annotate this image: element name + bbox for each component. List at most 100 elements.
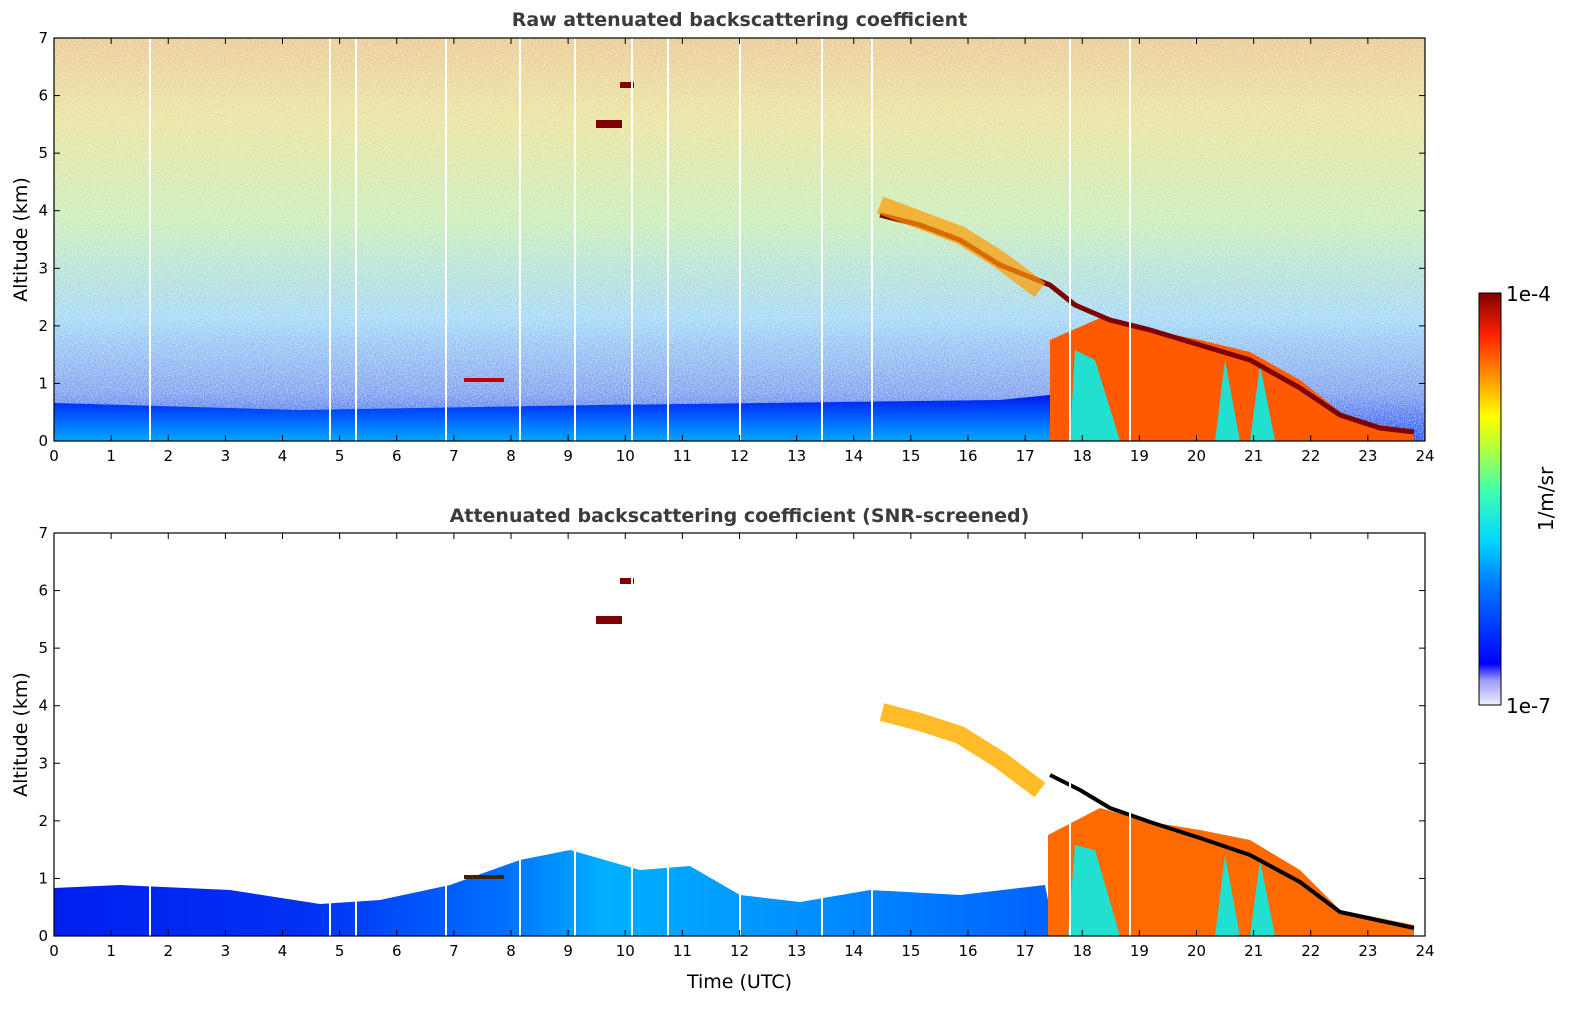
panel-1-elevated-aerosol-b <box>620 82 634 88</box>
x-tick-label: 6 <box>392 942 402 960</box>
x-tick-label: 15 <box>901 942 920 960</box>
x-tick-label: 16 <box>958 942 977 960</box>
x-tick-label: 11 <box>673 447 692 465</box>
panel-1-elevated-aerosol-a <box>596 120 622 128</box>
panel-2-elevated-aerosol-c <box>464 875 504 879</box>
x-tick-label: 17 <box>1016 447 1035 465</box>
y-tick-label: 4 <box>38 202 48 220</box>
panel-2-ticks: 0 1 2 3 4 5 6 7 8 9 10 11 12 13 14 15 16 17 18 19 20 21 22 23 24… <box>38 524 1434 960</box>
x-tick-label: 9 <box>563 942 573 960</box>
panel-2-boundary-layer <box>54 850 1055 936</box>
x-tick-label: 4 <box>278 447 288 465</box>
y-tick-label: 2 <box>38 317 48 335</box>
panel-2-cloud-wisps <box>879 703 1046 798</box>
panel-1-elevated-aerosol-c <box>464 378 504 382</box>
x-tick-label: 0 <box>49 447 59 465</box>
x-tick-label: 22 <box>1301 942 1320 960</box>
x-tick-label: 11 <box>673 942 692 960</box>
x-tick-label: 20 <box>1187 447 1206 465</box>
panel-2-elevated-aerosol-b <box>620 578 634 584</box>
x-tick-label: 21 <box>1244 942 1263 960</box>
panel-1-ylabel: Altitude (km) <box>10 177 32 302</box>
x-tick-label: 18 <box>1073 942 1092 960</box>
x-tick-label: 15 <box>901 447 920 465</box>
panel-screened: Attenuated backscattering coefficient (S… <box>10 505 1435 993</box>
x-tick-label: 3 <box>221 942 231 960</box>
x-tick-label: 23 <box>1358 447 1377 465</box>
panel-2-elevated-aerosol-a <box>596 616 622 624</box>
y-tick-label: 0 <box>38 432 48 450</box>
x-tick-label: 19 <box>1130 447 1149 465</box>
x-tick-label: 10 <box>616 942 635 960</box>
panel-2-title: Attenuated backscattering coefficient (S… <box>450 505 1030 527</box>
colorbar-min-label: 1e-7 <box>1506 694 1551 718</box>
colorbar: 1e-4 1e-7 1/m/sr <box>1478 282 1558 718</box>
x-tick-label: 18 <box>1073 447 1092 465</box>
y-tick-label: 6 <box>38 582 48 600</box>
panel-1-data-gaps <box>149 38 1131 441</box>
x-tick-label: 13 <box>787 942 806 960</box>
x-tick-label: 14 <box>844 942 863 960</box>
panel-1-title: Raw attenuated backscattering coefficien… <box>512 9 968 31</box>
panel-2-heatmap <box>54 533 1425 936</box>
x-tick-label: 9 <box>563 447 573 465</box>
panel-2-data-gaps <box>149 533 1131 936</box>
y-tick-label: 7 <box>38 29 48 47</box>
panel-2-ylabel: Altitude (km) <box>10 672 32 797</box>
x-tick-label: 2 <box>163 447 173 465</box>
panel-1-heatmap <box>54 38 1425 441</box>
x-tick-label: 22 <box>1301 447 1320 465</box>
colorbar-gradient <box>1478 292 1502 706</box>
panel-1-cloud-wisps <box>876 196 1046 298</box>
x-tick-label: 14 <box>844 447 863 465</box>
panel-1-ticks: 0 1 2 3 4 5 6 7 8 9 10 11 12 13 14 15 16 17 18 19 20 21 22 23 24… <box>38 29 1434 465</box>
x-tick-label: 5 <box>335 447 345 465</box>
x-tick-label: 17 <box>1016 942 1035 960</box>
x-tick-label: 24 <box>1415 942 1434 960</box>
colorbar-unit-label: 1/m/sr <box>1534 466 1558 531</box>
panel-raw: Raw attenuated backscattering coefficien… <box>10 9 1435 465</box>
y-tick-label: 2 <box>38 812 48 830</box>
x-tick-label: 13 <box>787 447 806 465</box>
x-tick-label: 5 <box>335 942 345 960</box>
x-tick-label: 21 <box>1244 447 1263 465</box>
x-tick-label: 19 <box>1130 942 1149 960</box>
y-tick-label: 4 <box>38 697 48 715</box>
y-tick-label: 5 <box>38 639 48 657</box>
x-tick-label: 6 <box>392 447 402 465</box>
y-tick-label: 5 <box>38 144 48 162</box>
x-tick-label: 0 <box>49 942 59 960</box>
y-tick-label: 7 <box>38 524 48 542</box>
x-tick-label: 23 <box>1358 942 1377 960</box>
x-tick-label: 8 <box>506 447 516 465</box>
x-tick-label: 3 <box>221 447 231 465</box>
x-tick-label: 16 <box>958 447 977 465</box>
panel-1-cloud-shadow-cyan <box>1070 350 1275 441</box>
panel-1-cloud-descending-layer <box>1050 318 1414 441</box>
x-tick-label: 2 <box>163 942 173 960</box>
x-tick-label: 20 <box>1187 942 1206 960</box>
panel-2-cloud-top-edge <box>1049 773 1415 930</box>
x-tick-label: 10 <box>616 447 635 465</box>
x-tick-label: 7 <box>449 447 459 465</box>
colorbar-max-label: 1e-4 <box>1506 282 1551 306</box>
x-tick-label: 12 <box>730 447 749 465</box>
y-tick-label: 3 <box>38 754 48 772</box>
x-tick-label: 8 <box>506 942 516 960</box>
panel-2-cloud-descending-layer <box>1048 808 1414 936</box>
y-tick-label: 1 <box>38 374 48 392</box>
x-tick-label: 1 <box>106 447 116 465</box>
y-tick-label: 0 <box>38 927 48 945</box>
x-tick-label: 7 <box>449 942 459 960</box>
x-tick-label: 4 <box>278 942 288 960</box>
y-tick-label: 3 <box>38 259 48 277</box>
panel-2-xlabel: Time (UTC) <box>686 971 792 993</box>
x-tick-label: 12 <box>730 942 749 960</box>
panel-1-boundary-layer <box>54 395 1070 441</box>
panel-2-cloud-shadow-cyan <box>1068 845 1275 936</box>
y-tick-label: 1 <box>38 869 48 887</box>
y-tick-label: 6 <box>38 87 48 105</box>
x-tick-label: 1 <box>106 942 116 960</box>
x-tick-label: 24 <box>1415 447 1434 465</box>
